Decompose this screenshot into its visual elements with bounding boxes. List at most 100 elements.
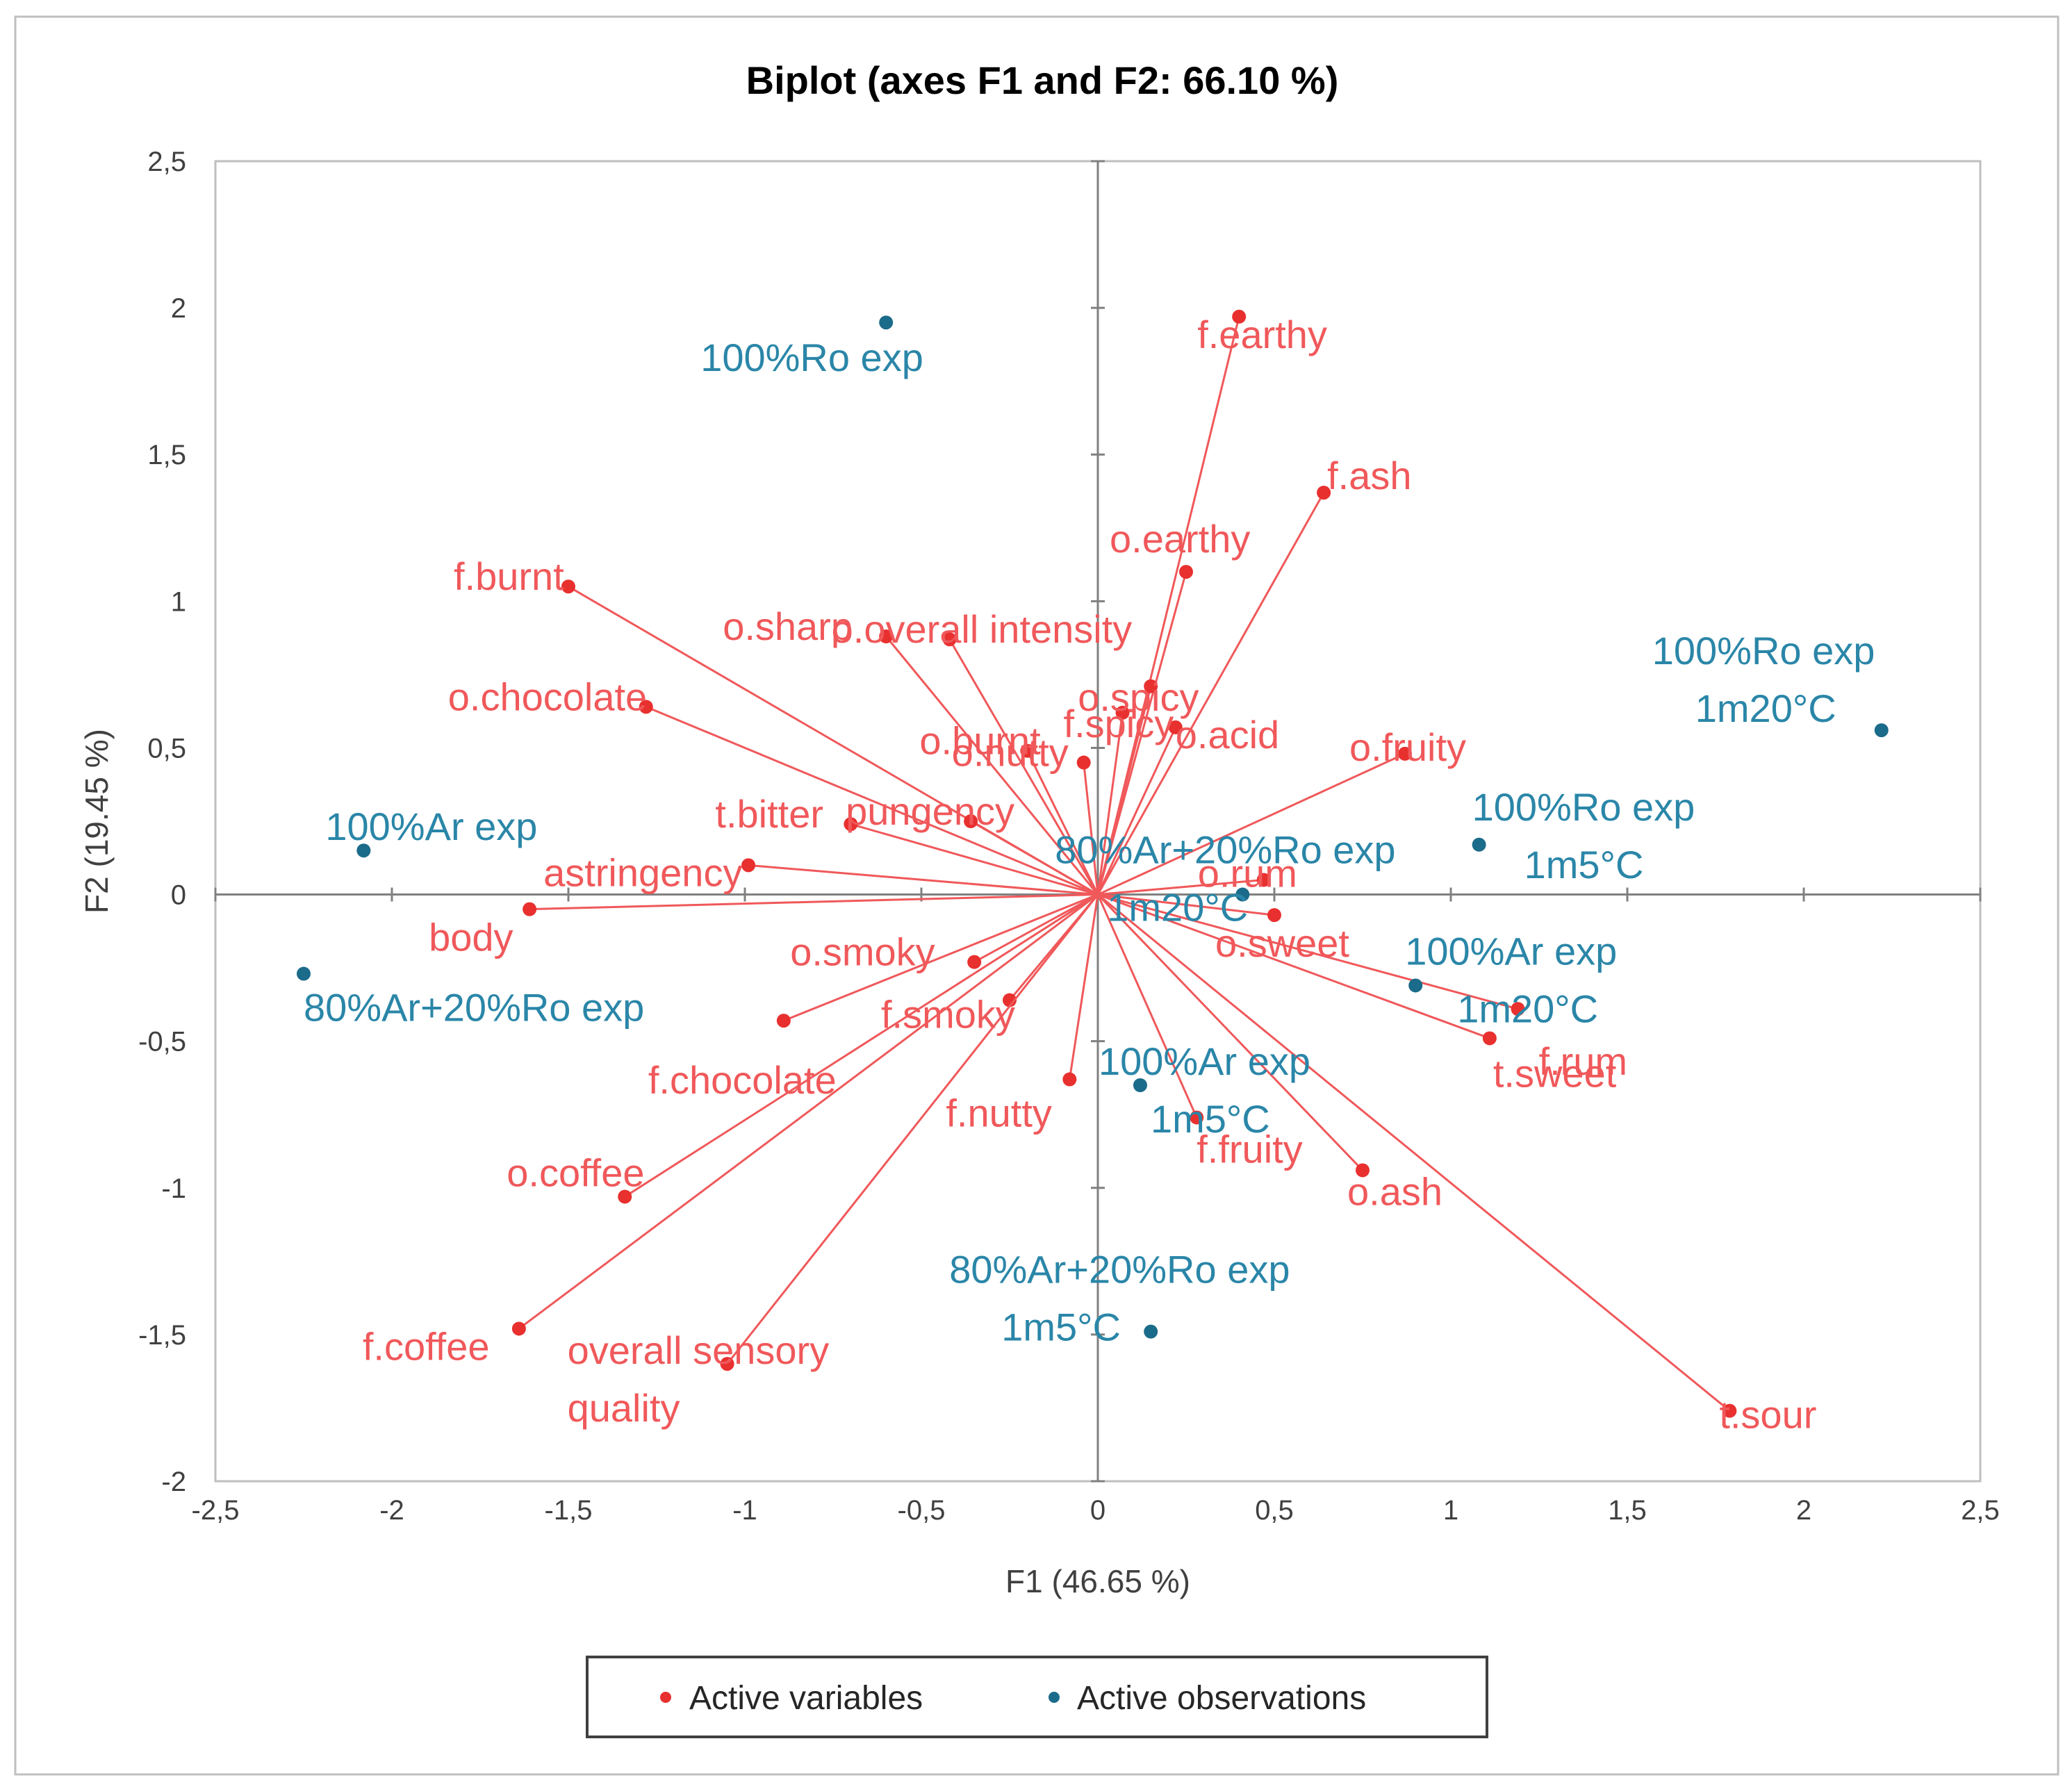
variable-label: astringency	[543, 850, 742, 894]
observation-point	[297, 966, 311, 981]
variable-label: f.rum	[1539, 1039, 1628, 1083]
observation-point	[1472, 837, 1486, 852]
variable-point	[1397, 746, 1412, 761]
observation-label: 100%Ar exp	[1405, 929, 1617, 973]
variable-point	[1256, 873, 1271, 887]
variable-label: f.smoky	[881, 993, 1015, 1037]
variable-point	[1232, 309, 1247, 324]
variable-label: f.coffee	[363, 1324, 490, 1368]
variable-vectors	[511, 309, 1737, 1418]
variable-label: o.sharp	[723, 604, 853, 648]
variable-vector	[885, 636, 1099, 896]
variable-point	[1722, 1403, 1737, 1418]
observation-label: 1m5°C	[1151, 1097, 1270, 1141]
variable-point	[720, 1357, 734, 1371]
y-tick-label: 0	[171, 880, 186, 911]
y-tick-label: 2,5	[147, 147, 186, 177]
x-tick-label: 2	[1796, 1495, 1811, 1526]
observation-label: 100%Ro exp	[1472, 785, 1695, 829]
variable-label: pungency	[846, 789, 1014, 833]
variable-label: o.burnt	[919, 719, 1041, 763]
variable-point	[523, 902, 537, 916]
variable-label: o.rum	[1198, 851, 1297, 895]
y-tick-label: 2	[171, 293, 186, 324]
variable-vector	[748, 864, 1099, 896]
variable-point	[561, 579, 575, 594]
x-tick-label: 2,5	[1961, 1495, 2000, 1526]
variable-vector	[1068, 894, 1099, 1080]
variable-point	[1020, 743, 1035, 758]
variable-vector	[529, 893, 1099, 911]
variable-point	[1003, 993, 1017, 1007]
chart-frame	[14, 15, 2059, 1776]
variable-label: o.coffee	[507, 1151, 644, 1194]
legend-label-variables: Active variables	[689, 1680, 923, 1717]
y-tick-label: -1	[161, 1173, 186, 1204]
variable-point	[1115, 705, 1130, 720]
variable-label: o.chocolate	[448, 675, 647, 718]
x-tick-label: -0,5	[898, 1495, 946, 1526]
variable-label: t.bitter	[715, 792, 823, 836]
variable-vector	[1097, 893, 1731, 1412]
observation-label: 1m20°C	[1457, 987, 1598, 1030]
variable-label: overall sensory	[568, 1328, 830, 1372]
variable-label: f.nutty	[946, 1091, 1052, 1135]
variable-vector	[1083, 762, 1099, 895]
variable-vector	[1097, 893, 1490, 1039]
variable-point	[1076, 755, 1091, 770]
chart-title: Biplot (axes F1 and F2: 66.10 %)	[746, 58, 1339, 102]
variable-label: f.earthy	[1197, 313, 1327, 356]
variable-vector	[783, 893, 1099, 1022]
y-tick-label: 0,5	[147, 733, 186, 764]
variable-point	[1482, 1031, 1497, 1046]
variable-label: o.overall intensity	[832, 607, 1133, 651]
variable-point	[1144, 679, 1158, 693]
variable-point	[511, 1321, 526, 1336]
legend: Active variables Active observations	[586, 1656, 1488, 1738]
x-tick-label: -2	[379, 1495, 404, 1526]
x-tick-label: 0	[1090, 1495, 1105, 1526]
legend-marker-variables	[660, 1692, 671, 1703]
variable-label: o.spicy	[1078, 675, 1199, 719]
variable-point	[1511, 1002, 1525, 1016]
variable-point	[844, 817, 858, 832]
variable-point	[967, 955, 982, 969]
variable-vector	[1096, 893, 1364, 1171]
observation-points	[297, 315, 1889, 1339]
observation-label: 80%Ar+20%Ro exp	[949, 1248, 1290, 1292]
point-labels: f.earthy f.ash o.earthy o.overall intensity…	[304, 313, 1875, 1437]
variable-vector	[973, 893, 1099, 963]
variable-point	[1062, 1072, 1077, 1087]
observation-label: 1m20°C	[1695, 686, 1836, 730]
variable-vector	[1026, 750, 1099, 896]
variable-point	[741, 858, 756, 873]
variable-label: body	[429, 916, 513, 959]
variable-label: t.sour	[1719, 1393, 1816, 1437]
y-tick-label: -2	[161, 1467, 186, 1497]
variable-vector	[1096, 492, 1325, 896]
variable-vector	[1096, 712, 1124, 895]
observation-label: 1m20°C	[1107, 886, 1248, 930]
x-axis-title: F1 (46.65 %)	[1005, 1563, 1190, 1599]
variable-vector	[646, 705, 1099, 896]
variable-label: t.sweet	[1493, 1051, 1617, 1095]
variable-point	[618, 1189, 632, 1204]
observation-point	[1144, 1324, 1158, 1339]
variable-point	[1267, 908, 1281, 923]
variable-vector	[970, 820, 1099, 896]
observation-point	[1408, 978, 1423, 993]
legend-marker-observations	[1049, 1692, 1060, 1703]
variable-vector	[1097, 893, 1275, 916]
y-axis-title: F2 (19.45 %)	[79, 729, 115, 914]
variable-vector	[1097, 752, 1406, 896]
observation-point	[356, 843, 371, 858]
variable-vector	[1096, 727, 1177, 896]
axes-layer: -2,5 -2 -1,5 -1 -0,5 0 0,5 1 1,5 2 2,5-2-1,5-1-0,5…	[138, 147, 2000, 1526]
y-tick-label: -1,5	[138, 1320, 186, 1351]
observation-label: 80%Ar+20%Ro exp	[1055, 828, 1395, 872]
variable-vector	[1096, 686, 1152, 895]
observation-label: 100%Ar exp	[325, 805, 537, 848]
y-tick-label: -0,5	[138, 1027, 186, 1057]
observation-point	[879, 315, 894, 330]
y-tick-label: 1,5	[147, 440, 186, 470]
